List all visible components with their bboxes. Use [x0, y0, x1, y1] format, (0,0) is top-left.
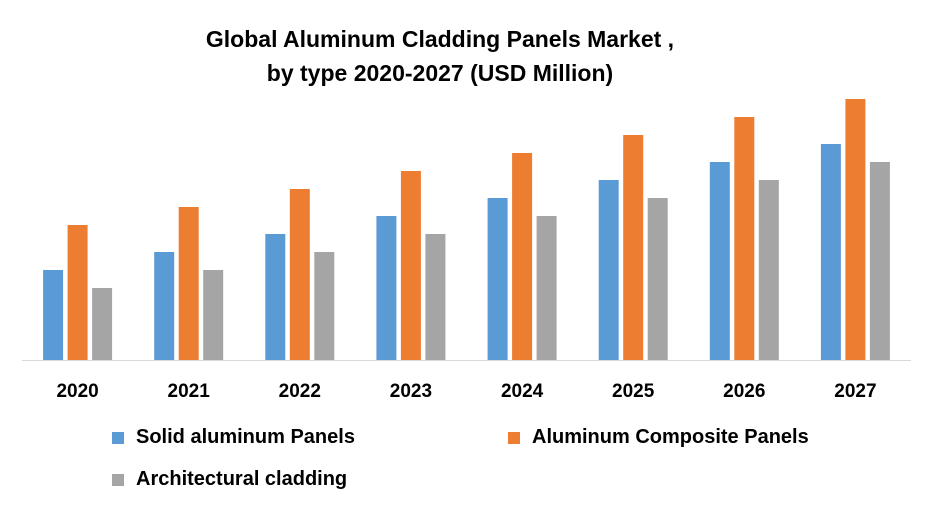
x-tick-label-2025: 2025 — [612, 381, 655, 402]
bar-solid-aluminum-panels-2023 — [376, 216, 397, 360]
legend-item-solid-aluminum-panels: Solid aluminum Panels — [112, 426, 355, 449]
bar-architectural-cladding-2024 — [536, 216, 557, 360]
bar-architectural-cladding-2020 — [92, 288, 113, 360]
bar-aluminum-composite-panels-2027 — [845, 99, 866, 360]
legend-swatch-icon — [112, 431, 124, 444]
bar-solid-aluminum-panels-2027 — [820, 144, 841, 360]
bar-aluminum-composite-panels-2022 — [289, 189, 310, 360]
legend-swatch-icon — [112, 473, 124, 486]
bar-architectural-cladding-2023 — [425, 234, 446, 360]
x-tick-labels: 2020 2021 2022 2023 2024 2025 2026 2027 — [56, 381, 876, 402]
bar-solid-aluminum-panels-2020 — [43, 270, 64, 360]
bar-aluminum-composite-panels-2025 — [623, 135, 644, 360]
bar-solid-aluminum-panels-2021 — [154, 252, 175, 360]
bar-solid-aluminum-panels-2022 — [265, 234, 286, 360]
legend-label: Aluminum Composite Panels — [532, 426, 809, 448]
legend-label: Architectural cladding — [136, 468, 348, 490]
bar-aluminum-composite-panels-2020 — [67, 225, 88, 360]
legend-swatch-icon — [508, 431, 520, 444]
bar-architectural-cladding-2026 — [758, 180, 779, 360]
bars-group — [43, 99, 890, 360]
bar-aluminum-composite-panels-2023 — [400, 171, 421, 360]
bar-aluminum-composite-panels-2026 — [734, 117, 755, 360]
bar-solid-aluminum-panels-2025 — [598, 180, 619, 360]
x-tick-label-2020: 2020 — [56, 381, 98, 402]
bar-architectural-cladding-2022 — [314, 252, 335, 360]
bar-solid-aluminum-panels-2026 — [709, 162, 730, 360]
bar-solid-aluminum-panels-2024 — [487, 198, 508, 360]
x-tick-label-2021: 2021 — [168, 381, 211, 402]
bar-architectural-cladding-2021 — [203, 270, 224, 360]
x-tick-label-2027: 2027 — [834, 381, 876, 402]
x-tick-label-2022: 2022 — [279, 381, 321, 402]
x-tick-label-2023: 2023 — [390, 381, 432, 402]
legend-item-aluminum-composite-panels: Aluminum Composite Panels — [508, 426, 809, 449]
legend-label: Solid aluminum Panels — [136, 426, 355, 448]
chart-title-line-1: Global Aluminum Cladding Panels Market , — [205, 26, 675, 52]
chart-title-line-2: by type 2020-2027 (USD Million) — [266, 60, 614, 86]
bar-aluminum-composite-panels-2024 — [512, 153, 533, 360]
bar-architectural-cladding-2025 — [647, 198, 668, 360]
legend-item-architectural-cladding: Architectural cladding — [112, 468, 347, 491]
bar-architectural-cladding-2027 — [869, 162, 890, 360]
x-tick-label-2026: 2026 — [723, 381, 765, 402]
x-tick-label-2024: 2024 — [501, 381, 544, 402]
bar-aluminum-composite-panels-2021 — [178, 207, 199, 360]
